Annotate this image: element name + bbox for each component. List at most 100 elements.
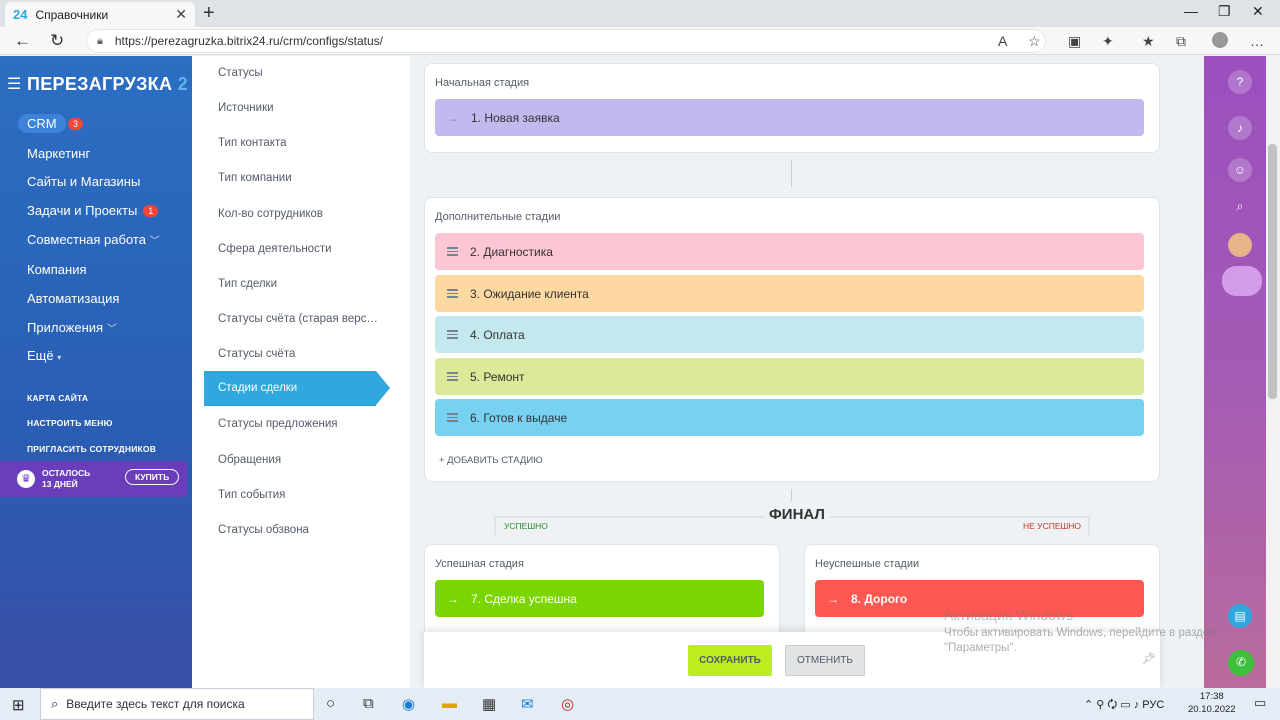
settings-item-contact-type[interactable]: Тип контакта <box>218 137 287 149</box>
search-icon: ⌕ <box>51 696 59 711</box>
minimize-icon[interactable]: — <box>1184 3 1198 19</box>
cancel-button[interactable]: ОТМЕНИТЬ <box>785 645 865 676</box>
nav-item-sites[interactable]: Сайты и Магазины <box>27 174 140 189</box>
settings-item-industry[interactable]: Сфера деятельности <box>218 243 332 255</box>
clock[interactable]: 17:38 20.10.2022 <box>1188 690 1236 716</box>
favorite-add-icon[interactable]: ☆ <box>1028 33 1041 49</box>
stage-label[interactable]: 1. Новая заявка <box>471 110 560 125</box>
mail-icon[interactable]: ✉ <box>521 696 534 713</box>
live-feed-icon[interactable]: ▤ <box>1228 604 1252 628</box>
close-window-icon[interactable]: ✕ <box>1252 3 1264 19</box>
drag-handle-icon[interactable] <box>447 289 458 298</box>
stage-item[interactable]: 3. Ожидание клиента <box>435 275 1144 312</box>
close-tab-icon[interactable]: ✕ <box>175 6 187 22</box>
search-icon[interactable]: ⌕ <box>1236 199 1244 213</box>
stage-item[interactable]: → 1. Новая заявка <box>435 99 1144 136</box>
stage-item[interactable]: 5. Ремонт <box>435 358 1144 395</box>
settings-item-invoice-old[interactable]: Статусы счёта (старая верс… <box>218 313 378 325</box>
opera-icon[interactable]: ◎ <box>561 696 575 713</box>
invite-users-link[interactable]: ПРИГЛАСИТЬ СОТРУДНИКОВ <box>27 444 157 454</box>
settings-item-sources[interactable]: Источники <box>218 102 274 114</box>
nav-item-label: Приложения <box>27 320 104 335</box>
system-tray[interactable]: ⌃ ⚲ 🗘 ▭ ♪ РУС <box>1084 699 1165 711</box>
store-icon[interactable]: ▦ <box>482 696 497 713</box>
help-icon[interactable]: ? <box>1228 70 1252 94</box>
save-button[interactable]: СОХРАНИТЬ <box>688 645 772 676</box>
stage-label[interactable]: 4. Оплата <box>470 327 525 342</box>
nav-item-company[interactable]: Компания <box>27 262 87 277</box>
settings-item-call-status[interactable]: Статусы обзвона <box>218 524 309 536</box>
blurred-avatar[interactable] <box>1222 266 1262 296</box>
configure-menu-link[interactable]: НАСТРОИТЬ МЕНЮ <box>27 418 113 428</box>
drag-handle-icon[interactable] <box>447 372 458 381</box>
new-tab-icon[interactable]: + <box>203 2 215 24</box>
add-stage-link[interactable]: + ДОБАВИТЬ СТАДИЮ <box>439 455 543 466</box>
clock-time: 17:38 <box>1199 691 1224 702</box>
avatar[interactable] <box>1228 233 1252 257</box>
settings-item-employees[interactable]: Кол-во сотрудников <box>218 208 324 220</box>
edge-icon[interactable]: ◉ <box>402 696 416 713</box>
drag-handle-icon[interactable] <box>447 247 458 256</box>
notifications-icon[interactable]: ▭ <box>1254 695 1267 710</box>
stage-item[interactable]: 4. Оплата <box>435 316 1144 353</box>
extension-icon[interactable]: ▣ <box>1068 33 1082 49</box>
settings-item-statuses[interactable]: Статусы <box>218 67 263 79</box>
url-field[interactable]: 🔒︎ https://perezagruzka.bitrix24.ru/crm/… <box>86 29 1046 53</box>
profile-icon[interactable] <box>1212 32 1228 48</box>
scrollbar-thumb[interactable] <box>1268 144 1277 399</box>
stage-label[interactable]: 7. Сделка успешна <box>471 591 577 606</box>
settings-item-deal-stages[interactable]: Стадии сделки <box>218 382 298 394</box>
windows-start-icon[interactable]: ⊞ <box>12 697 25 714</box>
cortana-icon[interactable]: ○ <box>326 695 336 712</box>
stage-item[interactable]: 6. Готов к выдаче <box>435 399 1144 436</box>
stage-item[interactable]: → 7. Сделка успешна <box>435 580 764 617</box>
stage-item[interactable]: → 8. Дорого <box>815 580 1144 617</box>
task-view-icon[interactable]: ⧉ <box>363 695 374 712</box>
nav-item-tasks[interactable]: Задачи и Проекты 1 <box>27 203 159 218</box>
settings-item-appeals[interactable]: Обращения <box>218 454 282 466</box>
stage-item[interactable]: 2. Диагностика <box>435 233 1144 270</box>
read-aloud-icon[interactable]: A <box>998 33 1008 49</box>
drag-handle-icon[interactable] <box>447 413 458 422</box>
bell-icon[interactable]: ♪ <box>1228 116 1252 140</box>
stage-label[interactable]: 3. Ожидание клиента <box>470 286 589 301</box>
more-icon[interactable]: … <box>1250 33 1264 49</box>
browser-tab[interactable]: 24 Справочники ✕ <box>5 2 195 27</box>
settings-item-invoice[interactable]: Статусы счёта <box>218 348 296 360</box>
nav-item-apps[interactable]: Приложения ﹀ <box>27 320 117 335</box>
drag-handle-icon[interactable] <box>447 330 458 339</box>
settings-item-company-type[interactable]: Тип компании <box>218 172 292 184</box>
buy-button[interactable]: КУПИТЬ <box>125 469 180 485</box>
collections-icon[interactable]: ⧉ <box>1176 33 1186 49</box>
nav-item-marketing[interactable]: Маркетинг <box>27 146 90 161</box>
nav-item-automation[interactable]: Автоматизация <box>27 291 119 306</box>
settings-item-quote-status[interactable]: Статусы предложения <box>218 418 338 430</box>
settings-item-deal-type[interactable]: Тип сделки <box>218 278 278 290</box>
back-icon[interactable]: ← <box>14 31 31 50</box>
puzzle-icon[interactable]: ✦ <box>1102 33 1114 49</box>
page-scrollbar[interactable] <box>1266 56 1280 688</box>
stage-label[interactable]: 2. Диагностика <box>470 244 553 259</box>
stage-label[interactable]: 8. Дорого <box>851 591 908 606</box>
stage-label[interactable]: 5. Ремонт <box>470 369 525 384</box>
sitemap-link[interactable]: КАРТА САЙТА <box>27 393 89 403</box>
nav-item-crm[interactable]: CRM <box>18 114 66 133</box>
chat-icon[interactable]: ☺ <box>1228 158 1252 182</box>
settings-item-event-type[interactable]: Тип события <box>218 489 286 501</box>
menu-icon[interactable]: ☰ <box>7 76 22 93</box>
explorer-icon[interactable]: ▬ <box>442 695 457 712</box>
portal-logo[interactable]: ПЕРЕЗАГРУЗКА 2 <box>27 74 188 95</box>
favorites-icon[interactable]: ★ <box>1142 33 1155 49</box>
nav-item-more[interactable]: Ещё ▾ <box>27 348 61 363</box>
arrow-right-icon: → <box>447 591 459 606</box>
refresh-icon[interactable]: ↻ <box>50 31 65 50</box>
phone-icon[interactable]: ✆ <box>1228 650 1254 676</box>
connector-line <box>791 489 792 501</box>
nav-item-collaboration[interactable]: Совместная работа ﹀ <box>27 232 160 247</box>
pin-icon[interactable]: 📌︎ <box>1142 653 1156 665</box>
stage-label[interactable]: 6. Готов к выдаче <box>470 410 568 425</box>
final-title: ФИНАЛ <box>764 506 830 523</box>
taskbar-search[interactable]: ⌕ Введите здесь текст для поиска <box>40 688 314 720</box>
language-indicator[interactable]: РУС <box>1142 699 1165 711</box>
maximize-icon[interactable]: ❐ <box>1218 3 1231 19</box>
